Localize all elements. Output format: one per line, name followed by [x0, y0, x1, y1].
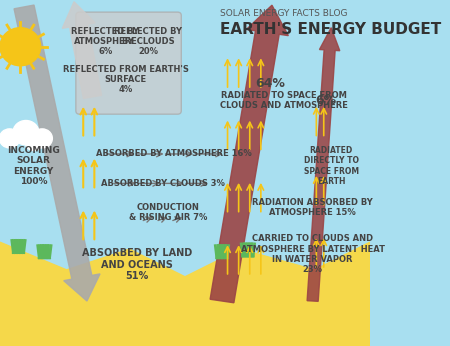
Text: ABSORBED BY LAND
AND OCEANS
51%: ABSORBED BY LAND AND OCEANS 51% [82, 248, 192, 281]
Text: CONDUCTION
& RISING AIR 7%: CONDUCTION & RISING AIR 7% [129, 203, 207, 222]
FancyArrow shape [14, 5, 100, 301]
FancyArrow shape [62, 2, 102, 98]
Circle shape [0, 129, 20, 148]
Polygon shape [0, 242, 370, 346]
Text: 64%: 64% [255, 76, 285, 90]
Text: REFLECTED BY
ATMOSPHERE
6%: REFLECTED BY ATMOSPHERE 6% [72, 27, 140, 56]
Text: 6%: 6% [315, 94, 336, 107]
Text: CARRIED TO CLOUDS AND
ATMOSPHERE BY LATENT HEAT
IN WATER VAPOR
23%: CARRIED TO CLOUDS AND ATMOSPHERE BY LATE… [241, 234, 385, 274]
FancyArrow shape [210, 5, 288, 303]
FancyBboxPatch shape [76, 12, 181, 114]
FancyArrow shape [307, 28, 340, 301]
Circle shape [13, 120, 39, 145]
Text: ABSORBED BY ATMOSPHERE 16%: ABSORBED BY ATMOSPHERE 16% [96, 149, 252, 158]
Text: EARTH'S ENERGY BUDGET: EARTH'S ENERGY BUDGET [220, 22, 441, 37]
Text: ABSORBED BY CLOUDS 3%: ABSORBED BY CLOUDS 3% [101, 179, 225, 188]
Circle shape [32, 129, 52, 148]
Circle shape [0, 28, 40, 66]
Text: RADIATED
DIRECTLY TO
SPACE FROM
EARTH: RADIATED DIRECTLY TO SPACE FROM EARTH [304, 146, 359, 186]
Text: REFLECTED BY
BY CLOUDS
20%: REFLECTED BY BY CLOUDS 20% [114, 27, 182, 56]
Text: INCOMING
SOLAR
ENERGY
100%: INCOMING SOLAR ENERGY 100% [7, 146, 60, 186]
Bar [0, 0, 370, 249]
Text: SOLAR ENERGY FACTS BLOG: SOLAR ENERGY FACTS BLOG [220, 9, 348, 18]
Circle shape [25, 134, 43, 151]
Text: RADIATION ABSORBED BY
ATMOSPHERE 15%: RADIATION ABSORBED BY ATMOSPHERE 15% [252, 198, 373, 217]
Text: RADIATED TO SPACE FROM
CLOUDS AND ATMOSPHERE: RADIATED TO SPACE FROM CLOUDS AND ATMOSP… [220, 91, 348, 110]
Text: REFLECTED FROM EARTH'S
SURFACE
4%: REFLECTED FROM EARTH'S SURFACE 4% [63, 65, 189, 94]
